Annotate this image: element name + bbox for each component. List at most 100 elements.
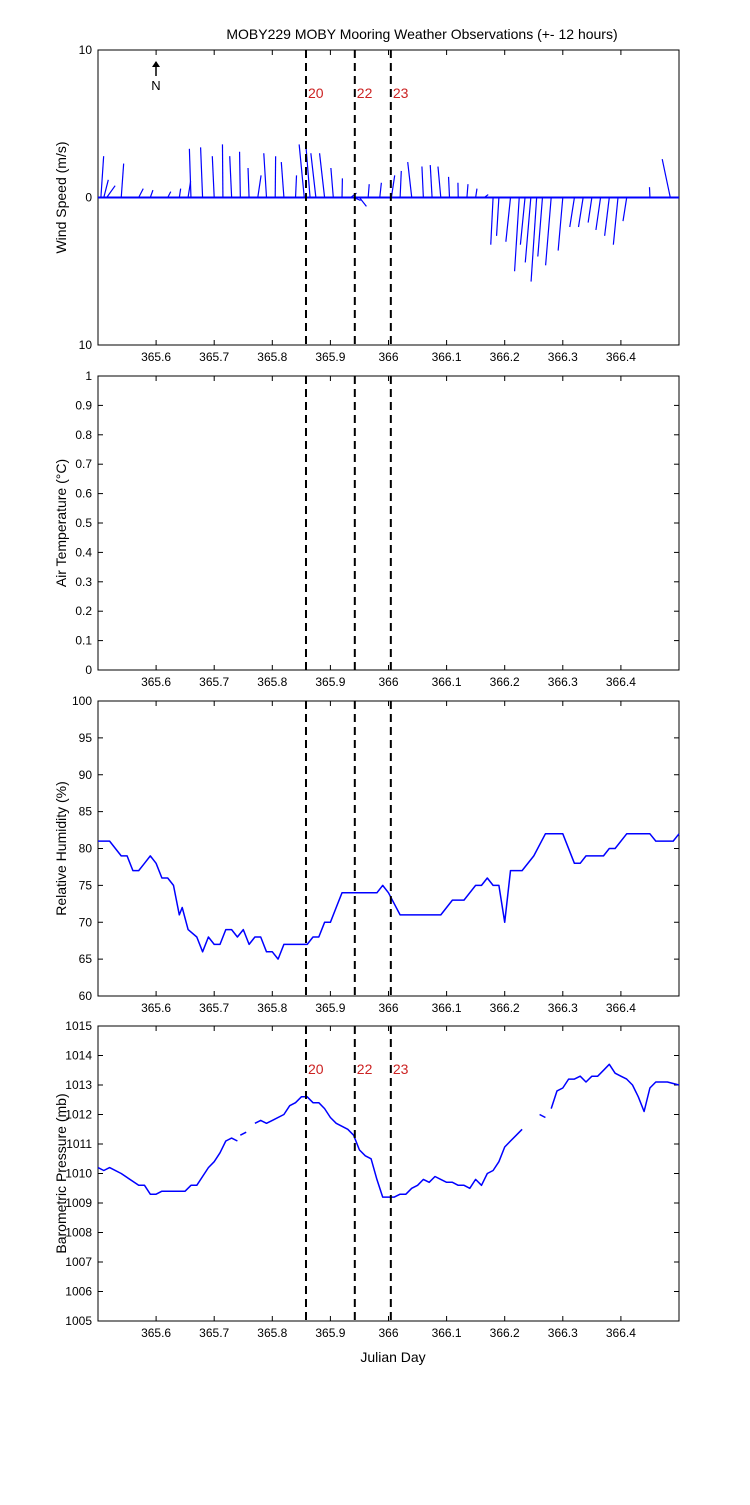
y-tick-label: 65 <box>79 952 93 966</box>
series-line <box>540 1115 546 1118</box>
wind-vector <box>506 198 511 242</box>
y-tick-label: 1006 <box>65 1285 92 1299</box>
x-tick-label: 366 <box>378 1001 398 1015</box>
y-tick-label: 0.8 <box>75 428 92 442</box>
x-tick-label: 366.1 <box>432 675 462 689</box>
x-tick-label: 365.7 <box>199 675 229 689</box>
wind-vector <box>248 168 249 198</box>
event-marker-label: 22 <box>357 1061 373 1077</box>
y-tick-label: 100 <box>72 694 92 708</box>
x-tick-label: 366.3 <box>548 350 578 364</box>
y-axis-label: Air Temperature (°C) <box>53 459 69 587</box>
wind-vector <box>101 156 104 197</box>
wind-vector <box>380 183 382 198</box>
x-tick-label: 366.4 <box>606 675 636 689</box>
wind-vector <box>467 184 468 197</box>
wind-vector <box>400 171 401 198</box>
wind-vector <box>331 168 333 198</box>
wind-vector <box>258 175 261 197</box>
x-tick-label: 365.8 <box>257 675 287 689</box>
y-tick-label: 0.9 <box>75 398 92 412</box>
event-marker-label: 23 <box>393 1061 409 1077</box>
y-tick-label: 0.7 <box>75 457 92 471</box>
series-line <box>255 1097 522 1197</box>
north-arrowhead-icon <box>152 61 160 67</box>
y-axis-label: Wind Speed (m/s) <box>53 141 69 253</box>
y-axis-label: Relative Humidity (%) <box>53 781 69 916</box>
y-tick-label: 1009 <box>65 1196 92 1210</box>
x-tick-label: 366.4 <box>606 350 636 364</box>
wind-vector <box>359 198 366 207</box>
wind-vector <box>240 152 241 198</box>
y-tick-label: 0.1 <box>75 634 92 648</box>
x-tick-label: 366 <box>378 675 398 689</box>
x-tick-label: 365.7 <box>199 350 229 364</box>
x-tick-label: 366.2 <box>490 1326 520 1340</box>
y-tick-label: 85 <box>79 805 93 819</box>
y-tick-label: 0.5 <box>75 516 92 530</box>
wind-vector <box>212 156 214 197</box>
wind-vector <box>264 153 267 197</box>
wind-vector <box>121 164 123 198</box>
x-tick-label: 366.4 <box>606 1326 636 1340</box>
x-tick-label: 366 <box>378 1326 398 1340</box>
y-tick-label: 0.3 <box>75 575 92 589</box>
y-tick-label: 95 <box>79 731 93 745</box>
y-tick-label: 1 <box>85 369 92 383</box>
wind-vector <box>150 190 153 197</box>
north-label: N <box>151 78 160 93</box>
wind-vector <box>449 177 450 198</box>
wind-vector <box>230 156 232 197</box>
x-tick-label: 365.8 <box>257 1326 287 1340</box>
y-tick-label: 1012 <box>65 1108 92 1122</box>
y-tick-label: 60 <box>79 989 93 1003</box>
y-tick-label: 1008 <box>65 1226 92 1240</box>
wind-vector <box>623 198 627 222</box>
y-tick-label: 80 <box>79 842 93 856</box>
y-tick-label: 0.4 <box>75 545 92 559</box>
wind-vector <box>296 175 297 197</box>
y-tick-label: 1014 <box>65 1049 92 1063</box>
x-tick-label: 366.2 <box>490 350 520 364</box>
x-tick-label: 365.6 <box>141 1001 171 1015</box>
wind-vector <box>538 198 543 257</box>
wind-vector <box>596 198 601 230</box>
y-tick-label: 10 <box>79 43 93 57</box>
y-tick-label: 90 <box>79 768 93 782</box>
y-tick-label: 1013 <box>65 1078 92 1092</box>
y-tick-label: 1007 <box>65 1255 92 1269</box>
x-tick-label: 365.9 <box>315 675 345 689</box>
series-line <box>98 834 679 959</box>
wind-vector <box>281 162 284 197</box>
x-tick-label: 366.3 <box>548 675 578 689</box>
wind-vector <box>311 153 316 197</box>
x-tick-label: 365.6 <box>141 350 171 364</box>
wind-vector <box>438 167 441 198</box>
y-tick-label: 1010 <box>65 1167 92 1181</box>
wind-vector <box>107 186 115 198</box>
y-tick-label: 0.2 <box>75 604 92 618</box>
event-marker-label: 23 <box>393 85 409 101</box>
y-tick-label: 1015 <box>65 1019 92 1033</box>
wind-vector <box>299 144 304 197</box>
wind-vector <box>497 198 499 236</box>
figure-title: MOBY229 MOBY Mooring Weather Observation… <box>226 26 617 42</box>
plot-frame <box>98 701 679 996</box>
plot-frame <box>98 376 679 670</box>
wind-vector <box>525 198 531 263</box>
x-tick-label: 366.2 <box>490 1001 520 1015</box>
x-tick-label: 365.9 <box>315 1001 345 1015</box>
wind-vector <box>476 189 477 198</box>
wind-vector <box>613 198 618 245</box>
wind-vector <box>391 175 394 197</box>
y-tick-label: 75 <box>79 878 93 892</box>
wind-vector <box>201 147 203 197</box>
x-tick-label: 365.8 <box>257 350 287 364</box>
x-tick-label: 365.7 <box>199 1326 229 1340</box>
series-line <box>551 1064 679 1111</box>
wind-vector <box>546 198 552 266</box>
